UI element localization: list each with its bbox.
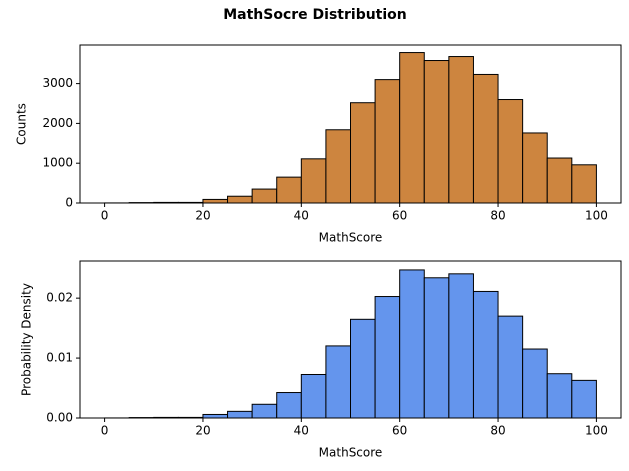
bar [202, 413, 229, 419]
bar [374, 296, 401, 419]
bar [227, 410, 253, 419]
x-tick-label: 60 [392, 424, 407, 438]
bar [448, 273, 474, 419]
bar [374, 79, 401, 204]
figure-title: MathSocre Distribution [223, 7, 407, 23]
y-axis-label: Counts [15, 103, 29, 145]
bar [423, 60, 450, 204]
x-tick-label: 20 [195, 209, 210, 223]
bar [251, 403, 278, 419]
bar [399, 269, 425, 419]
bar [546, 157, 573, 204]
bar [448, 56, 474, 204]
x-tick-label: 60 [392, 209, 407, 223]
plot-frame [79, 260, 622, 419]
bar [497, 99, 524, 204]
x-tick-label: 40 [294, 424, 309, 438]
y-tick-label: 3000 [42, 76, 73, 90]
bar [472, 290, 499, 419]
bar [325, 129, 351, 204]
bar [399, 52, 425, 204]
bar [423, 277, 450, 419]
x-tick-label: 80 [490, 209, 505, 223]
y-axis-label: Probability Density [20, 283, 34, 396]
x-tick-label: 100 [585, 424, 608, 438]
bar [472, 73, 499, 204]
bar [522, 348, 548, 419]
bar [571, 379, 597, 419]
x-tick-label: 40 [294, 209, 309, 223]
plot-frame [79, 44, 622, 204]
bar [350, 102, 376, 204]
y-tick-label: 0 [65, 196, 73, 210]
bar [227, 195, 253, 204]
bar [350, 318, 376, 419]
bar [251, 188, 278, 204]
bar [276, 176, 302, 204]
bar [325, 345, 351, 419]
x-tick-label: 0 [101, 209, 109, 223]
x-axis-label: MathScore [319, 446, 383, 460]
x-tick-label: 20 [195, 424, 210, 438]
x-tick-label: 0 [101, 424, 109, 438]
bar [300, 158, 327, 204]
bar [571, 164, 597, 204]
bar [202, 198, 229, 204]
x-tick-label: 80 [490, 424, 505, 438]
y-tick-label: 1000 [42, 156, 73, 170]
x-axis-label: MathScore [319, 231, 383, 245]
bar [546, 373, 573, 419]
y-tick-label: 0.01 [46, 351, 73, 365]
y-tick-label: 0.02 [46, 291, 73, 305]
bar [522, 132, 548, 204]
bar [497, 315, 524, 419]
y-tick-label: 2000 [42, 116, 73, 130]
x-tick-label: 100 [585, 209, 608, 223]
bar [276, 392, 302, 419]
y-tick-label: 0.00 [46, 411, 73, 425]
bar [300, 373, 327, 419]
